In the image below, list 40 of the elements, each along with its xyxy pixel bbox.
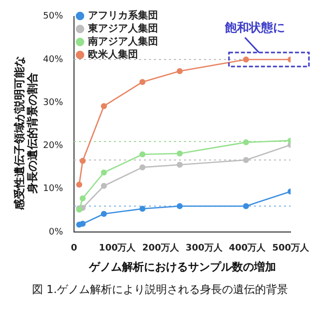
- legend-label: 欧米人集団: [88, 48, 138, 61]
- point: [176, 68, 183, 74]
- point: [76, 182, 82, 188]
- point: [242, 156, 249, 163]
- point: [80, 220, 86, 227]
- y-tick-label: 20%: [42, 141, 64, 152]
- point: [100, 210, 107, 217]
- point: [139, 206, 146, 212]
- point: [139, 151, 146, 158]
- legend-label: 東アジア人集団: [87, 22, 158, 35]
- legend-label: アフリカ系集団: [88, 10, 158, 22]
- x-tick-label: 200万人: [142, 242, 180, 254]
- x-tick-label: 100万人: [98, 242, 137, 254]
- y-tick-label: 0%: [48, 227, 64, 238]
- point: [100, 169, 107, 176]
- point: [176, 203, 183, 210]
- y-axis-title: 感受性遺伝子領域が説明可能な身長の遺伝的背景の割合: [13, 55, 39, 212]
- x-tick-label: 0: [70, 244, 78, 254]
- point: [242, 203, 249, 210]
- point: [242, 56, 249, 63]
- y-tick-label: 30%: [42, 98, 64, 108]
- x-tick-label: 300万人: [186, 242, 224, 254]
- point: [80, 158, 86, 164]
- point: [139, 164, 146, 170]
- point: [242, 139, 249, 146]
- caption: 図 1.ゲノム解析により説明される身長の遺伝的背景: [31, 282, 289, 297]
- point: [80, 195, 86, 202]
- point: [176, 150, 183, 157]
- y-tick-label: 40%: [42, 54, 64, 65]
- legend-label: 南アジア人集団: [87, 36, 158, 48]
- x-tick-label: 400万人: [228, 242, 267, 254]
- point: [100, 182, 107, 189]
- point: [100, 103, 107, 110]
- point: [139, 78, 146, 85]
- y-tick-label: 10%: [42, 184, 64, 194]
- x-tick-label: 500万人: [272, 242, 310, 254]
- y-tick-label: 50%: [42, 12, 64, 22]
- x-axis-title: ゲノム解析におけるサンプル数の増加: [88, 260, 276, 274]
- point: [176, 162, 183, 168]
- annotation: 飽和状態に: [224, 20, 285, 35]
